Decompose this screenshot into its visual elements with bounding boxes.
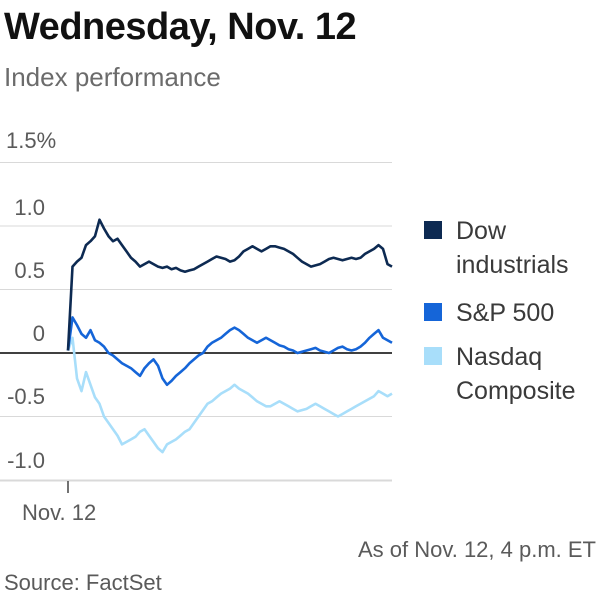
- legend-swatch-dow: [424, 221, 442, 239]
- legend-label-nasdaq: Nasdaq Composite: [456, 343, 576, 405]
- legend-item-sp500: S&P 500: [424, 296, 600, 330]
- series-line-dow: [66, 218, 393, 351]
- legend-swatch-sp500: [424, 303, 442, 321]
- chart-title: Wednesday, Nov. 12: [4, 6, 357, 48]
- legend-item-dow: Dow industrials: [424, 214, 600, 282]
- source-note: Source: FactSet: [4, 570, 162, 595]
- series-line-sp500: [66, 316, 393, 387]
- legend-swatch-nasdaq: [424, 347, 442, 365]
- legend-label-sp500: S&P 500: [456, 299, 555, 327]
- y-tick-label: 1.5%: [6, 128, 57, 153]
- y-tick-label: -1.0: [7, 448, 45, 473]
- legend-label-dow: Dow industrials: [456, 217, 569, 279]
- y-tick-label: -0.5: [7, 384, 45, 409]
- y-tick-label: 0: [32, 321, 45, 346]
- timestamp-note: As of Nov. 12, 4 p.m. ET: [357, 537, 596, 562]
- x-tick-label: Nov. 12: [22, 500, 97, 525]
- y-tick-label: 1.0: [14, 195, 45, 220]
- chart-subtitle: Index performance: [4, 62, 221, 92]
- legend-item-nasdaq: Nasdaq Composite: [424, 340, 600, 408]
- y-tick-label: 0.5: [14, 258, 45, 283]
- series-line-nasdaq: [66, 336, 393, 454]
